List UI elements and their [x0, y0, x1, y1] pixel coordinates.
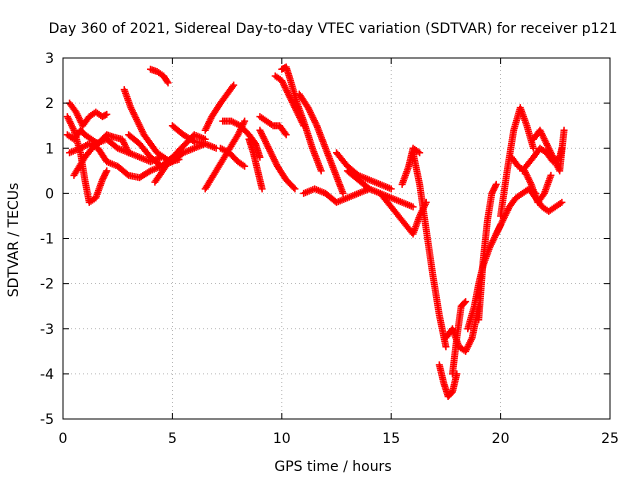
- data-point: [103, 167, 111, 175]
- data-point: [547, 171, 555, 179]
- series-arc-ae: [475, 180, 500, 324]
- y-tick-label: -5: [40, 412, 54, 428]
- data-point: [241, 117, 249, 125]
- series-arc-t: [295, 90, 347, 197]
- y-tick-label: -3: [40, 322, 54, 338]
- series-arc-b: [66, 99, 111, 130]
- data-point: [163, 77, 171, 85]
- x-tick-label: 10: [273, 431, 291, 447]
- data-point: [416, 149, 424, 157]
- series-arc-u: [300, 185, 373, 206]
- x-tick-label: 20: [492, 431, 510, 447]
- data-point: [230, 81, 238, 89]
- data-point: [164, 79, 172, 87]
- grid-layer: [63, 58, 610, 419]
- series-arc-ac: [448, 298, 470, 378]
- data-point: [492, 180, 500, 188]
- y-tick-label: -4: [40, 367, 54, 383]
- y-axis-label: SDTVAR / TECUs: [6, 183, 22, 298]
- series-arc-h: [147, 65, 172, 87]
- y-tick-label: -2: [40, 277, 54, 293]
- series-arc-aj: [529, 126, 568, 175]
- x-axis-label: GPS time / hours: [274, 459, 391, 475]
- data-point: [123, 170, 131, 178]
- data-point: [256, 153, 264, 161]
- x-tick-label: 5: [168, 431, 177, 447]
- y-tick-label: 1: [45, 141, 54, 157]
- data-point: [101, 111, 109, 119]
- data-point: [409, 203, 417, 211]
- series-arc-z: [409, 149, 450, 351]
- data-point: [291, 185, 299, 193]
- y-tick-label: 2: [45, 96, 54, 112]
- data-point: [189, 137, 197, 145]
- series-arc-o: [245, 135, 266, 193]
- series-arc-s: [278, 63, 325, 175]
- series-arc-aa: [435, 361, 461, 400]
- data-point: [103, 110, 111, 118]
- data-point: [229, 83, 237, 91]
- data-point: [558, 198, 566, 206]
- series-arc-p: [256, 113, 290, 139]
- x-tick-label: 0: [59, 431, 68, 447]
- data-point: [529, 144, 537, 152]
- data-point: [442, 343, 450, 351]
- y-tick-label: 0: [45, 186, 54, 202]
- data-point: [290, 184, 298, 192]
- series-layer: [63, 63, 568, 400]
- data-point: [241, 162, 249, 170]
- data-point: [317, 167, 325, 175]
- data-point: [560, 126, 568, 134]
- data-point: [460, 299, 468, 307]
- data-point: [281, 129, 289, 137]
- series-arc-k: [201, 81, 238, 134]
- series-arc-m: [217, 144, 249, 170]
- series-arc-q: [256, 126, 299, 193]
- series-arc-ak: [525, 185, 566, 215]
- x-tick-label: 25: [601, 431, 619, 447]
- series-arc-i: [151, 131, 209, 186]
- data-point: [462, 298, 470, 306]
- y-tick-label: 3: [45, 51, 54, 67]
- data-point: [282, 131, 290, 139]
- data-point: [258, 185, 266, 193]
- series-arc-ag: [497, 104, 537, 220]
- data-point: [339, 189, 347, 197]
- series-arc-w: [343, 167, 417, 211]
- x-tick-label: 15: [382, 431, 400, 447]
- series-arc-n: [219, 117, 264, 161]
- y-tick-label: -1: [40, 232, 54, 248]
- series-arc-v: [333, 149, 395, 193]
- series-arc-j: [168, 122, 220, 152]
- chart-title: Day 360 of 2021, Sidereal Day-to-day VTE…: [49, 21, 618, 37]
- data-point: [387, 185, 395, 193]
